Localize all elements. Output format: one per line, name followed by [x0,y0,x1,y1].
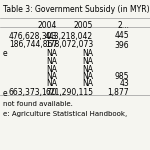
Text: NA: NA [82,50,93,58]
Text: 2...: 2... [117,21,129,30]
Text: not found available.: not found available. [3,100,73,106]
Text: 445: 445 [114,32,129,40]
Text: NA: NA [82,80,93,88]
Text: e: e [3,88,8,98]
Text: 476,628,303: 476,628,303 [9,32,57,40]
Text: 2004: 2004 [38,21,57,30]
Text: 2005: 2005 [74,21,93,30]
Text: 396: 396 [114,40,129,50]
Text: 985: 985 [114,72,129,81]
Text: 663,373,170: 663,373,170 [9,88,57,98]
Text: NA: NA [46,72,57,81]
Text: 178,072,073: 178,072,073 [45,40,93,50]
Text: NA: NA [46,57,57,66]
Text: Table 3: Government Subsidy (in MYR) for Paddy S: Table 3: Government Subsidy (in MYR) for… [3,4,150,14]
Text: 186,744,867: 186,744,867 [9,40,57,50]
Text: NA: NA [46,50,57,58]
Text: NA: NA [82,57,93,66]
Text: NA: NA [46,64,57,74]
Text: 621,290,115: 621,290,115 [45,88,93,98]
Text: e: e [3,50,8,58]
Text: 443,218,042: 443,218,042 [45,32,93,40]
Text: NA: NA [46,80,57,88]
Text: NA: NA [82,64,93,74]
Text: e: Agriculture Statistical Handbook,: e: Agriculture Statistical Handbook, [3,111,127,117]
Text: NA: NA [82,72,93,81]
Text: 1,877: 1,877 [107,88,129,98]
Text: 43: 43 [119,80,129,88]
